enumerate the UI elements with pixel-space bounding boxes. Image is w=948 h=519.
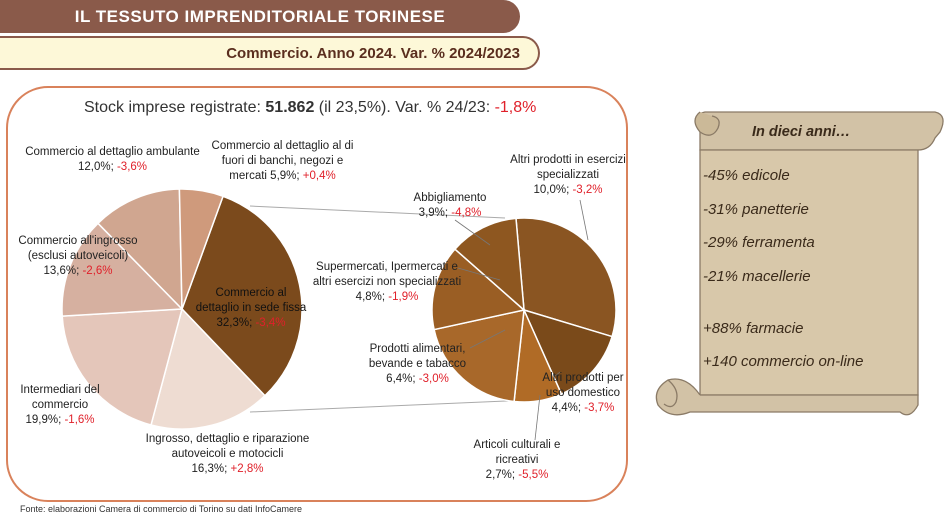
- subtitle-banner: Commercio. Anno 2024. Var. % 2024/2023: [0, 36, 540, 70]
- label-intermediari-var: -1,6%: [64, 414, 95, 426]
- stock-var: -1,8%: [494, 99, 537, 116]
- label-fuori-value: mercati 5,9%;: [229, 170, 303, 182]
- label-culturali: Articoli culturali e ricreativi 2,7%; -5…: [462, 438, 572, 483]
- label-altriprod-line2: specializzati: [537, 169, 599, 181]
- main-pie: [61, 188, 303, 430]
- label-altriprod-line1: Altri prodotti in esercizi: [510, 154, 626, 166]
- label-abbigliamento-value: 3,9%;: [418, 207, 452, 219]
- label-culturali-line2: ricreativi: [495, 454, 539, 466]
- label-ambulante-var: -3,6%: [116, 161, 148, 173]
- title-banner: IL TESSUTO IMPRENDITORIALE TORINESE: [0, 0, 520, 33]
- label-abbigliamento-name: Abbigliamento: [413, 192, 487, 204]
- label-supermercati-var: -1,9%: [388, 291, 419, 303]
- pie-slice-5: [178, 188, 225, 310]
- label-abbigliamento: Abbigliamento 3,9%; -4,8%: [405, 191, 495, 221]
- pie-slice-0: [515, 217, 617, 338]
- label-supermercati-line1: Supermercati, Ipermercati e: [316, 261, 458, 273]
- label-ingrosso: Commercio all'ingrosso (esclusi autoveic…: [14, 234, 142, 279]
- label-alimentari-line2: bevande e tabacco: [368, 358, 467, 370]
- stock-prefix: Stock imprese registrate:: [84, 99, 266, 116]
- chart-panel: [6, 86, 628, 502]
- label-alimentari-var: -3,0%: [418, 373, 449, 385]
- page-subtitle: Commercio. Anno 2024. Var. % 2024/2023: [226, 45, 520, 62]
- pie-slice-2: [61, 308, 183, 426]
- label-intermediari-value: 19,9%;: [25, 414, 65, 426]
- stock-value: 51.862: [265, 99, 315, 116]
- label-autoveicoli-line1: Ingrosso, dettaglio e riparazione: [145, 433, 310, 445]
- label-sedefissa-line1: Commercio al: [215, 287, 287, 299]
- label-fuori-banchi: Commercio al dettaglio al di fuori di ba…: [205, 139, 360, 184]
- label-supermercati-value: 4,8%;: [355, 291, 389, 303]
- label-domestico-var: -3,7%: [584, 402, 615, 414]
- scroll-item: +140 commercio on-line: [703, 353, 864, 370]
- detail-pie: [431, 217, 617, 403]
- scroll-item: +88% farmacie: [703, 320, 804, 337]
- label-culturali-line1: Articoli culturali e: [473, 439, 561, 451]
- pie-slice-3: [433, 309, 525, 403]
- label-autoveicoli: Ingrosso, dettaglio e riparazione autove…: [140, 432, 315, 477]
- label-alimentari: Prodotti alimentari, bevande e tabacco 6…: [360, 342, 475, 387]
- label-autoveicoli-line2: autoveicoli e motocicli: [171, 448, 284, 460]
- label-uso-domestico: Altri prodotti per uso domestico 4,4%; -…: [533, 371, 633, 416]
- label-domestico-line2: uso domestico: [545, 387, 621, 399]
- label-alimentari-value: 6,4%;: [386, 373, 419, 385]
- label-sedefissa-var: -3,4%: [255, 317, 286, 329]
- label-autoveicoli-value: 16,3%;: [191, 463, 231, 475]
- label-autoveicoli-var: +2,8%: [230, 463, 264, 475]
- label-ingrosso-line1: Commercio all'ingrosso: [18, 235, 138, 247]
- connector-lines: [249, 205, 531, 413]
- scroll-item: -45% edicole: [703, 167, 790, 184]
- label-fuori-line2: fuori di banchi, negozi e: [221, 155, 344, 167]
- stock-middle: (il 23,5%). Var. % 24/23:: [314, 99, 495, 116]
- label-sede-fissa: Commercio al dettaglio in sede fissa 32,…: [192, 286, 310, 331]
- pie-slice-4: [431, 248, 526, 331]
- label-altriprod-value: 10,0%;: [533, 184, 573, 196]
- label-sedefissa-value: 32,3%;: [216, 317, 256, 329]
- label-ingrosso-line2: (esclusi autoveicoli): [27, 250, 129, 262]
- pie-slice-1: [150, 307, 266, 430]
- label-culturali-var: -5,5%: [518, 469, 549, 481]
- label-ambulante-name: Commercio al dettaglio ambulante: [25, 146, 200, 158]
- label-domestico-value: 4,4%;: [551, 402, 585, 414]
- label-intermediari: Intermediari del commercio 19,9%; -1,6%: [14, 383, 106, 428]
- scroll-item: -31% panetterie: [703, 201, 809, 218]
- pie-slice-3: [61, 222, 184, 317]
- label-supermercati: Supermercati, Ipermercati e altri eserci…: [312, 260, 462, 305]
- label-intermediari-line2: commercio: [31, 399, 89, 411]
- label-fuori-var: +0,4%: [302, 170, 336, 182]
- label-ambulante: Commercio al dettaglio ambulante 12,0%; …: [20, 145, 205, 175]
- label-fuori-line1: Commercio al dettaglio al di: [211, 140, 354, 152]
- label-culturali-value: 2,7%;: [485, 469, 519, 481]
- label-supermercati-line2: altri esercizi non specializzati: [312, 276, 462, 288]
- scroll-item: -29% ferramenta: [703, 234, 815, 251]
- label-abbigliamento-var: -4,8%: [451, 207, 482, 219]
- pie-slice-4: [96, 188, 183, 311]
- label-alimentari-line1: Prodotti alimentari,: [369, 343, 466, 355]
- label-domestico-line1: Altri prodotti per: [542, 372, 624, 384]
- label-ambulante-value: 12,0%;: [77, 161, 117, 173]
- pie-slice-5: [453, 217, 525, 312]
- scroll-title: In dieci anni…: [752, 124, 851, 140]
- source-note: Fonte: elaborazioni Camera di commercio …: [20, 504, 302, 514]
- label-altri-prodotti: Altri prodotti in esercizi specializzati…: [498, 153, 638, 198]
- pie-slice-0: [181, 195, 303, 397]
- label-altriprod-var: -3,2%: [572, 184, 603, 196]
- page-title: IL TESSUTO IMPRENDITORIALE TORINESE: [74, 7, 446, 26]
- pie-slice-1: [522, 308, 614, 396]
- stock-summary: Stock imprese registrate: 51.862 (il 23,…: [84, 99, 536, 117]
- leader-lines: [454, 199, 589, 441]
- label-intermediari-line1: Intermediari del: [20, 384, 100, 396]
- label-ingrosso-var: -2,6%: [82, 265, 113, 277]
- scroll-item: -21% macellerie: [703, 268, 811, 285]
- label-ingrosso-value: 13,6%;: [43, 265, 83, 277]
- label-sedefissa-line2: dettaglio in sede fissa: [195, 302, 307, 314]
